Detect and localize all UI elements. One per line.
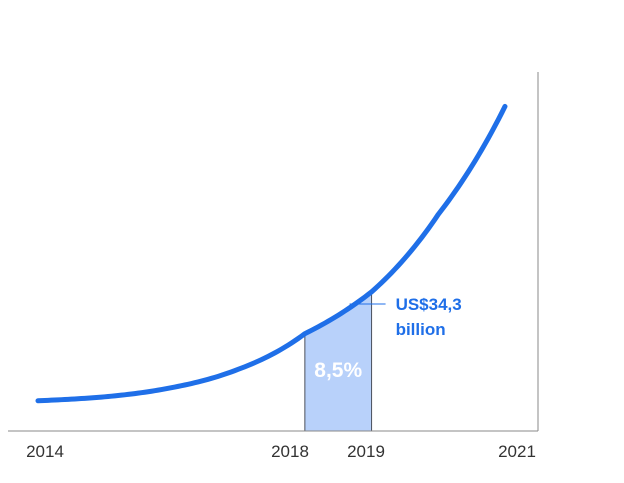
band-percentage-label: 8,5%	[314, 359, 362, 382]
series-line	[35, 103, 508, 404]
x-tick-labels: 2014 2018 2019 2021	[26, 442, 536, 461]
annotation-unit-label: billion	[396, 320, 446, 339]
annotation-value-label: US$34,3	[396, 295, 462, 314]
x-tick-label: 2021	[498, 442, 536, 461]
x-tick-label: 2019	[347, 442, 385, 461]
x-tick-label: 2018	[271, 442, 309, 461]
x-tick-label: 2014	[26, 442, 64, 461]
